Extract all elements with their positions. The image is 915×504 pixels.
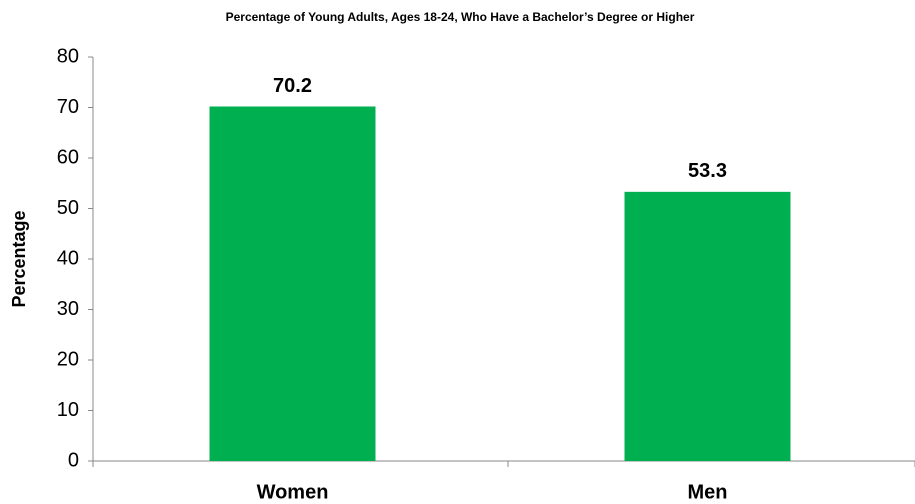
y-tick-label: 20 [57, 348, 79, 370]
y-tick-label: 40 [57, 247, 79, 269]
y-axis-title: Percentage [9, 210, 29, 307]
bar [209, 106, 376, 462]
y-tick-label: 80 [57, 45, 79, 67]
bar [624, 191, 791, 461]
data-label: 70.2 [273, 75, 312, 97]
y-tick-label: 10 [57, 399, 79, 421]
y-tick-label: 60 [57, 146, 79, 168]
y-tick-label: 0 [68, 449, 79, 471]
chart-title: Percentage of Young Adults, Ages 18-24, … [226, 10, 695, 24]
y-tick-label: 70 [57, 96, 79, 118]
data-label: 53.3 [688, 160, 727, 182]
x-tick-label: Women [257, 481, 329, 503]
y-tick-label: 50 [57, 197, 79, 219]
y-tick-label: 30 [57, 298, 79, 320]
x-tick-label: Men [688, 481, 728, 503]
